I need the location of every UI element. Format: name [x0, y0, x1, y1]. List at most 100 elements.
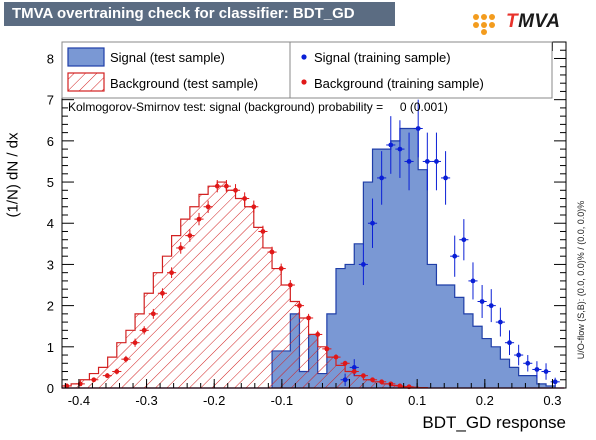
signal-training-marker [342, 377, 348, 383]
logo-dot [481, 14, 487, 20]
logo-wordmark: TMVA [506, 11, 560, 33]
background-training-marker [342, 360, 348, 366]
background-training-point [386, 381, 396, 387]
background-training-point [176, 242, 186, 254]
legend-box-right [289, 41, 553, 99]
background-training-point [185, 229, 195, 242]
signal-training-point [349, 359, 359, 376]
logo-dot [489, 14, 495, 20]
logo-dot [473, 14, 479, 20]
background-training-marker [315, 332, 321, 337]
legend-entry-label: Signal (test sample) [110, 50, 225, 65]
background-training-marker [297, 303, 302, 309]
background-training-marker [370, 377, 375, 383]
background-training-point [395, 383, 405, 389]
background-training-marker [223, 183, 229, 189]
background-training-point [221, 179, 231, 193]
signal-training-point [367, 198, 378, 248]
background-training-point [340, 360, 350, 366]
logo-prefix: T [506, 11, 519, 32]
background-training-marker [360, 373, 366, 379]
signal-training-point [477, 285, 487, 318]
signal-training-point [395, 120, 405, 178]
signal-training-marker [360, 262, 366, 267]
background-training-point [322, 345, 332, 353]
signal-training-point [422, 132, 432, 191]
background-training-point [313, 330, 323, 339]
signal-training-marker [434, 159, 439, 164]
legend-entry-label: Background (training sample) [314, 76, 484, 91]
background-training-point [230, 184, 241, 197]
logo-dot [473, 22, 479, 28]
background-training-marker [178, 245, 184, 251]
signal-training-marker [525, 360, 531, 366]
background-training-marker [251, 204, 257, 210]
x-tick-label: 0.2 [476, 393, 494, 408]
background-training-marker [269, 249, 275, 255]
y-tick-label: 2 [47, 299, 54, 314]
y-tick-label: 3 [47, 257, 54, 272]
y-tick-label: 6 [47, 134, 54, 149]
signal-training-marker [534, 367, 540, 372]
background-training-point [121, 355, 131, 363]
signal-training-marker [379, 175, 385, 181]
background-training-point [212, 179, 222, 193]
signal-training-marker [397, 146, 403, 152]
signal-training-marker [488, 303, 494, 309]
background-training-point [258, 225, 268, 238]
x-tick-label: -0.4 [68, 393, 90, 408]
background-training-point [167, 267, 177, 279]
background-training-marker [104, 373, 110, 379]
signal-training-marker [406, 159, 412, 164]
signal-training-marker [461, 237, 467, 243]
x-tick-label: -0.3 [135, 393, 157, 408]
y-tick-label: 7 [47, 93, 54, 108]
legend-background-swatch [67, 72, 105, 92]
background-training-marker [388, 381, 394, 387]
background-training-point [276, 263, 286, 274]
background-training-marker [333, 354, 339, 360]
background-training-marker [187, 233, 193, 238]
background-training-marker [123, 356, 129, 362]
background-training-point [377, 379, 387, 385]
signal-training-marker [452, 253, 458, 259]
legend-signal-marker [301, 54, 307, 60]
background-training-marker [132, 340, 138, 346]
background-training-point [267, 246, 277, 258]
x-tick-label: 0.1 [408, 393, 426, 408]
y-tick-label: 4 [47, 216, 54, 231]
signal-training-point [377, 151, 387, 205]
background-training-point [89, 377, 99, 383]
signal-training-point [340, 373, 350, 386]
signal-training-points [340, 99, 560, 386]
background-training-point [130, 338, 140, 347]
background-training-point [358, 373, 368, 379]
signal-training-marker [388, 142, 394, 148]
background-training-marker [150, 311, 156, 317]
background-test-area [62, 182, 565, 388]
logo-rest: MVA [518, 11, 561, 32]
background-training-point [102, 373, 112, 379]
y-tick-label: 0 [47, 381, 54, 396]
signal-training-marker [543, 369, 549, 374]
background-training-marker [242, 196, 248, 201]
signal-training-point [386, 116, 396, 174]
y-tick-label: 1 [47, 340, 54, 355]
background-training-point [349, 369, 359, 374]
ks-test-annotation: Kolmogorov-Smirnov test: signal (backgro… [68, 100, 448, 114]
signal-training-point [404, 132, 414, 191]
y-tick-label: 5 [47, 175, 54, 190]
tmva-logo [473, 14, 495, 35]
legend-entry-label: Signal (training sample) [314, 50, 451, 65]
background-training-marker [351, 369, 357, 374]
background-training-point [139, 326, 149, 335]
background-training-point [285, 280, 295, 290]
signal-training-marker [479, 299, 485, 304]
signal-training-point [459, 219, 469, 261]
signal-training-point [450, 235, 460, 277]
background-training-marker [169, 270, 174, 276]
signal-training-marker [351, 365, 357, 370]
background-training-marker [160, 290, 165, 296]
signal-training-marker [497, 319, 503, 325]
